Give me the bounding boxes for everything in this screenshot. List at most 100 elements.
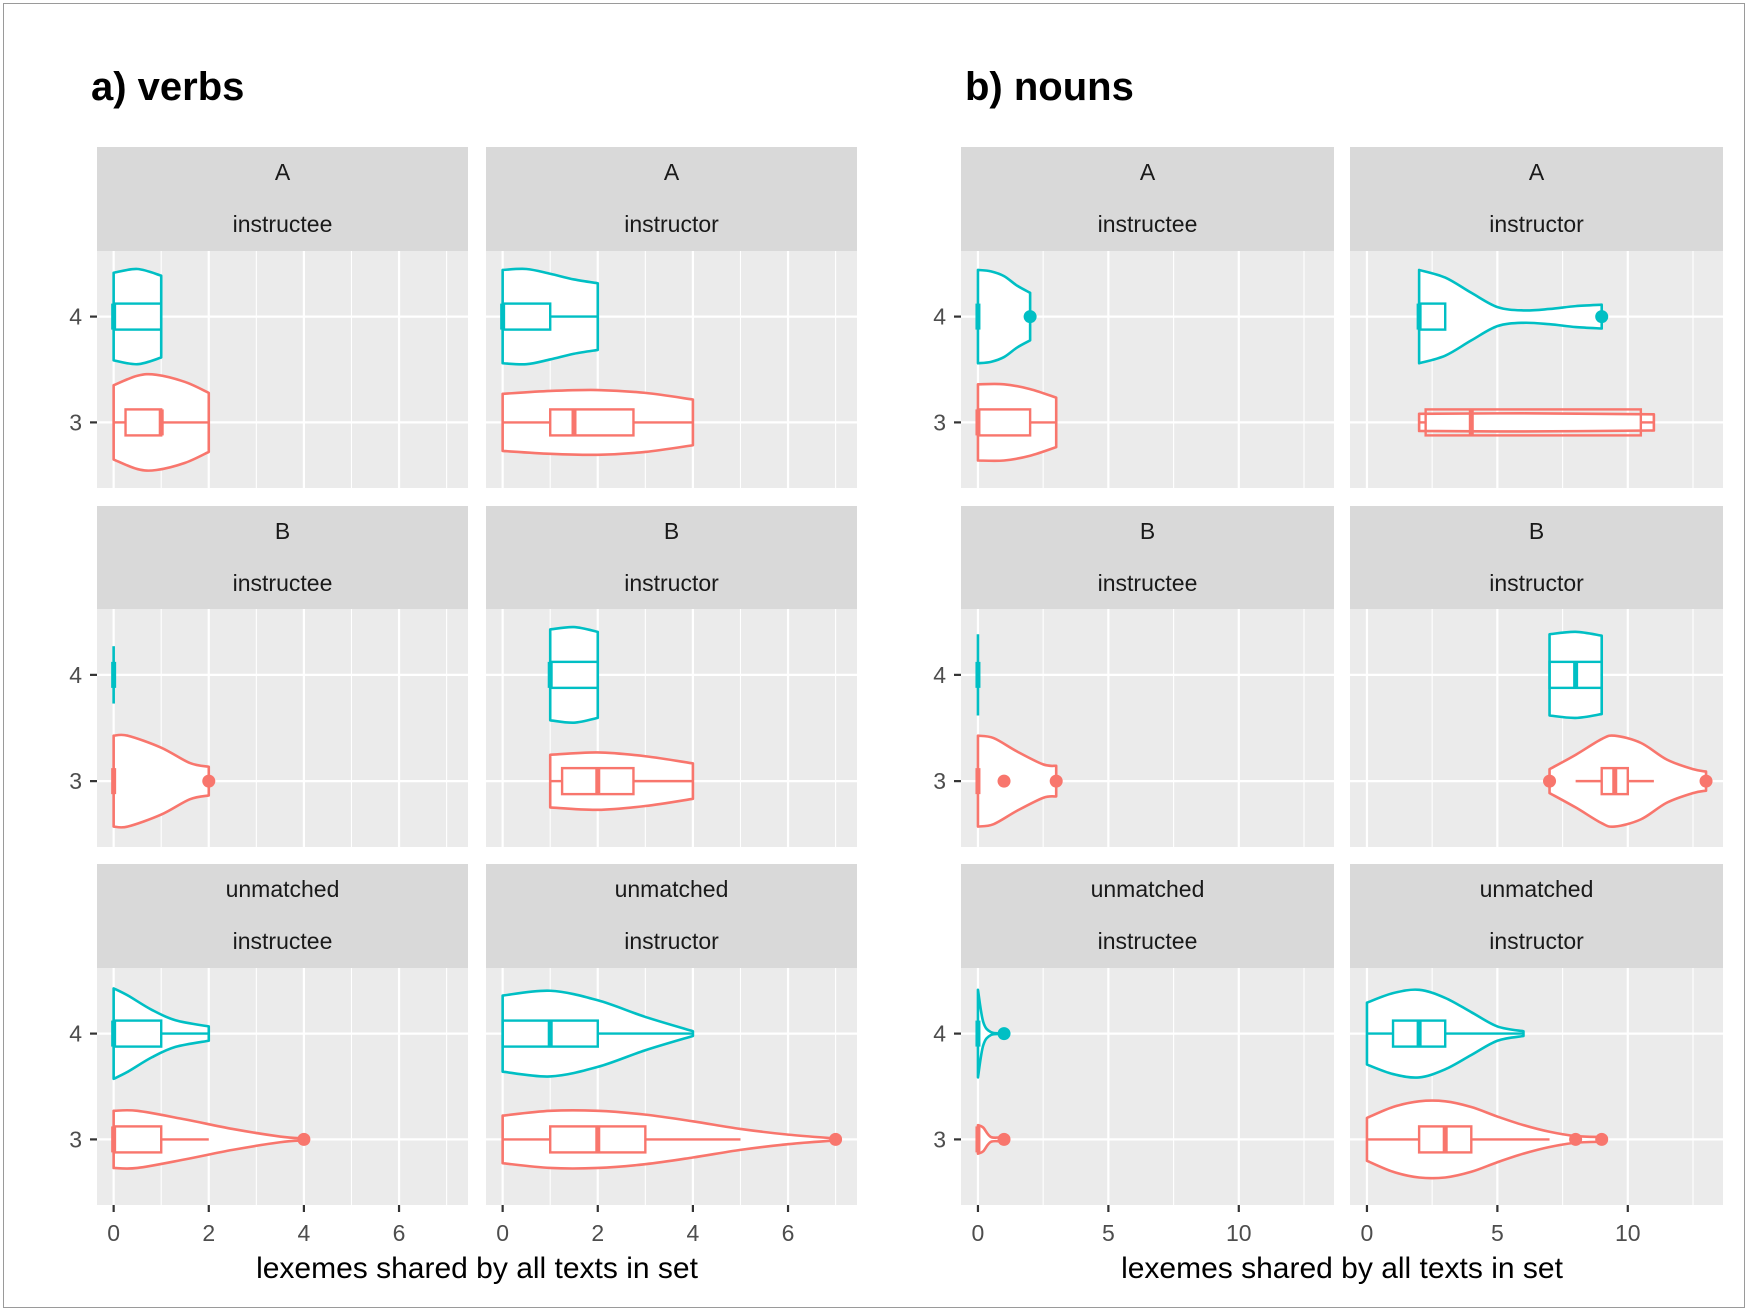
violin-3 bbox=[112, 733, 211, 829]
series-4 bbox=[1365, 988, 1525, 1079]
facet-panel: unmatched instructor 0 2 4 6 bbox=[486, 864, 857, 1246]
violin-3 bbox=[501, 388, 695, 457]
violin-3 bbox=[976, 734, 1058, 828]
strip-label-col: instructee bbox=[1098, 570, 1198, 596]
box-iqr bbox=[1424, 408, 1643, 437]
outlier-point bbox=[1595, 1132, 1609, 1146]
panel-background bbox=[1350, 251, 1723, 488]
facet-strip bbox=[97, 506, 468, 609]
series-4 bbox=[1416, 268, 1609, 365]
x-tick-label: 2 bbox=[591, 1220, 604, 1246]
outlier-point bbox=[297, 1132, 311, 1146]
series-4 bbox=[111, 987, 211, 1081]
panel-background bbox=[97, 968, 468, 1205]
facet-strip bbox=[486, 506, 857, 609]
x-tick-label: 5 bbox=[1102, 1220, 1115, 1246]
x-tick-label: 0 bbox=[496, 1220, 509, 1246]
plot-title: b) nouns bbox=[965, 65, 1134, 109]
y-tick-label: 3 bbox=[69, 768, 82, 794]
strip-label-col: instructee bbox=[1098, 211, 1198, 237]
series-3 bbox=[975, 734, 1063, 828]
strip-label-col: instructee bbox=[233, 211, 333, 237]
plot-verbs: a) verbsAinstructee43AinstructorBinstruc… bbox=[69, 65, 857, 1285]
facet-strip bbox=[961, 864, 1334, 968]
series-3 bbox=[1543, 734, 1713, 829]
violin-4 bbox=[112, 267, 163, 366]
x-tick-label: 6 bbox=[782, 1220, 795, 1246]
plot-title: a) verbs bbox=[91, 65, 244, 109]
strip-label-col: instructor bbox=[1489, 928, 1584, 954]
series-3 bbox=[1365, 1099, 1609, 1180]
facet-panel: unmatched instructor 0 5 10 bbox=[1350, 864, 1723, 1246]
series-4 bbox=[975, 988, 1011, 1079]
x-tick-label: 10 bbox=[1615, 1220, 1641, 1246]
facet-strip bbox=[1350, 147, 1723, 251]
series-3 bbox=[112, 372, 211, 472]
strip-label-row: B bbox=[664, 518, 679, 544]
series-4 bbox=[975, 268, 1037, 365]
violin-3 bbox=[1417, 412, 1656, 433]
figure-frame bbox=[3, 3, 1745, 1308]
series-3 bbox=[111, 1108, 311, 1170]
facet-strip bbox=[486, 864, 857, 968]
strip-label-row: A bbox=[275, 159, 291, 185]
series-3 bbox=[501, 1108, 843, 1170]
x-tick-label: 10 bbox=[1226, 1220, 1252, 1246]
outlier-point bbox=[997, 1027, 1011, 1041]
x-tick-label: 0 bbox=[107, 1220, 120, 1246]
x-tick-label: 0 bbox=[1361, 1220, 1374, 1246]
strip-label-row: A bbox=[1529, 159, 1545, 185]
strip-label-row: B bbox=[1529, 518, 1544, 544]
strip-label-row: B bbox=[275, 518, 290, 544]
facet-strip bbox=[961, 506, 1334, 609]
outlier-point bbox=[1699, 774, 1713, 788]
outlier-point bbox=[202, 774, 216, 788]
y-tick-label: 3 bbox=[933, 409, 946, 435]
y-tick-label: 4 bbox=[933, 1021, 946, 1047]
panel-background bbox=[486, 609, 857, 847]
y-tick-label: 3 bbox=[69, 1126, 82, 1152]
strip-label-row: unmatched bbox=[226, 876, 340, 902]
facet-panel: unmatched instructee 4 3 0 5 10 bbox=[933, 864, 1334, 1246]
y-tick-label: 4 bbox=[933, 304, 946, 330]
series-4 bbox=[111, 267, 163, 366]
violin-4 bbox=[548, 625, 600, 725]
outlier-point bbox=[1543, 774, 1557, 788]
panel-background bbox=[1350, 609, 1723, 847]
violin-4 bbox=[1417, 268, 1604, 365]
strip-label-row: A bbox=[664, 159, 680, 185]
violin-4 bbox=[976, 268, 1032, 365]
y-tick-label: 4 bbox=[933, 662, 946, 688]
strip-label-col: instructee bbox=[1098, 928, 1198, 954]
y-tick-label: 4 bbox=[69, 304, 82, 330]
y-tick-label: 3 bbox=[69, 409, 82, 435]
strip-label-row: unmatched bbox=[615, 876, 729, 902]
y-tick-label: 3 bbox=[933, 768, 946, 794]
strip-label-col: instructor bbox=[1489, 211, 1584, 237]
facet-strip bbox=[1350, 864, 1723, 968]
outlier-point bbox=[1595, 310, 1609, 324]
x-tick-label: 5 bbox=[1491, 1220, 1504, 1246]
x-axis-title: lexemes shared by all texts in set bbox=[1121, 1252, 1564, 1285]
facet-strip bbox=[97, 147, 468, 251]
series-3 bbox=[501, 388, 695, 457]
outlier-point bbox=[1049, 774, 1063, 788]
y-tick-label: 3 bbox=[933, 1126, 946, 1152]
facet-strip bbox=[1350, 506, 1723, 609]
x-tick-label: 4 bbox=[687, 1220, 700, 1246]
series-4 bbox=[501, 989, 695, 1078]
facet-strip bbox=[486, 147, 857, 251]
x-tick-label: 0 bbox=[972, 1220, 985, 1246]
violin-3 bbox=[976, 382, 1058, 463]
facet-strip bbox=[97, 864, 468, 968]
strip-label-col: instructor bbox=[624, 570, 719, 596]
plot-nouns: b) nounsAinstructee43AinstructorBinstruc… bbox=[933, 65, 1723, 1285]
facet-panel: unmatched instructee 4 3 0 2 4 6 bbox=[69, 864, 468, 1246]
